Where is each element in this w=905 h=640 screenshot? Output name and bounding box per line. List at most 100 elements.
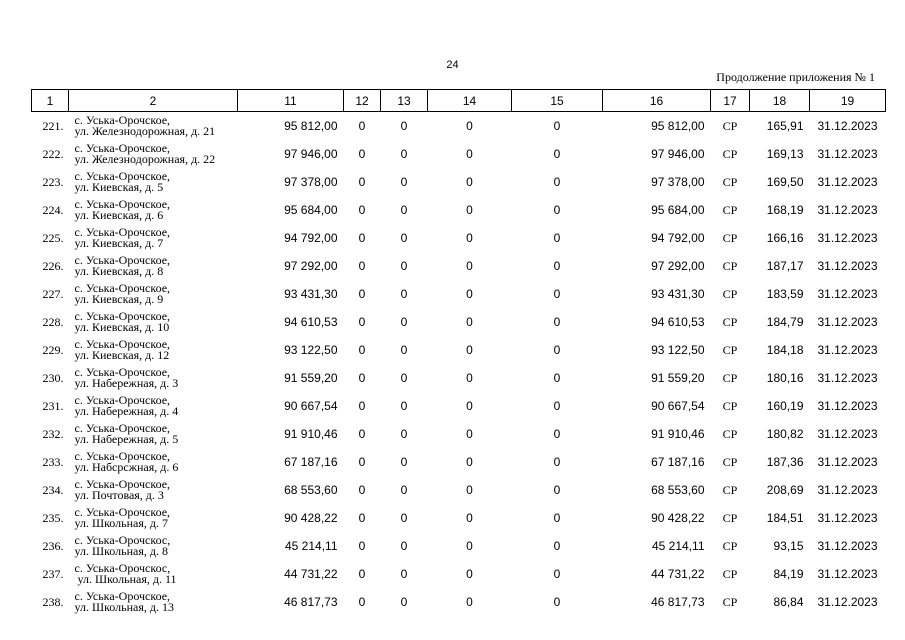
value-cell-c18: 93,15 bbox=[773, 539, 804, 553]
value-cell-c13: 0 bbox=[400, 595, 408, 609]
value-cell-c14: 0 bbox=[466, 539, 473, 553]
value-cell-c19: 31.12.2023 bbox=[817, 231, 878, 245]
address-line-1: с. Уська-Орочское, bbox=[74, 449, 171, 463]
value-cell-c13: 0 bbox=[400, 231, 408, 245]
value-cell-c16: 95 812,00 bbox=[651, 119, 705, 133]
value-cell-c16: 68 553,60 bbox=[651, 483, 705, 497]
value-cell-c15: 0 bbox=[553, 147, 561, 161]
address-cell: с. Уська-Орочское, ул. Киевская, д. 7 bbox=[69, 224, 238, 252]
value-cell-c15: 0 bbox=[553, 539, 561, 553]
value-cell-c17: СР bbox=[722, 146, 738, 161]
value-cell-c14: 0 bbox=[466, 119, 473, 133]
address-line-2: ул. Киевская, д. 7 bbox=[74, 236, 164, 250]
address-cell: с. Уська-Орочское, ул. Киевская, д. 12 bbox=[69, 336, 238, 364]
value-cell-c18: 187,17 bbox=[766, 259, 804, 273]
value-cell-c12: 0 bbox=[358, 427, 366, 441]
value-cell-c11: 91 559,20 bbox=[284, 371, 338, 385]
address-line-1: с. Уська-Орочскос, bbox=[74, 561, 171, 575]
address-line-1: с. Уська-Орочское, bbox=[74, 141, 171, 155]
value-cell-c13: 0 bbox=[400, 343, 408, 357]
value-cell-c18: 184,51 bbox=[766, 511, 804, 525]
address-line-2: ул. Школьная, д. 8 bbox=[74, 544, 168, 558]
value-cell-c18: 166,16 bbox=[766, 231, 804, 245]
address-line-1: с. Уська-Орочскос, bbox=[74, 533, 171, 547]
value-cell-c12: 0 bbox=[358, 483, 366, 497]
value-cell-c12: 0 bbox=[358, 259, 366, 273]
table-row: 233. с. Уська-Орочское, ул. Набсрсжная, д.… bbox=[32, 448, 886, 476]
value-cell-c19: 31.12.2023 bbox=[817, 483, 878, 497]
value-cell-c13: 0 bbox=[400, 371, 408, 385]
value-cell-c11: 93 431,30 bbox=[284, 287, 338, 301]
value-cell-c15: 0 bbox=[553, 343, 561, 357]
value-cell-c14: 0 bbox=[466, 399, 473, 413]
value-cell-c19: 31.12.2023 bbox=[817, 175, 878, 189]
value-cell-c18: 184,79 bbox=[766, 315, 804, 329]
table-row: 230. с. Уська-Орочское, ул. Набережная, д.… bbox=[32, 364, 886, 392]
value-cell-c15: 0 bbox=[553, 567, 561, 581]
table-row: 232. с. Уська-Орочское, ул. Набережная, д.… bbox=[32, 420, 886, 448]
value-cell-c17: СР bbox=[722, 342, 738, 357]
value-cell-c12: 0 bbox=[358, 539, 366, 553]
value-cell-c18: 168,19 bbox=[766, 203, 804, 217]
value-cell-c17: СР bbox=[722, 174, 738, 189]
value-cell-c11: 68 553,60 bbox=[284, 483, 338, 497]
value-cell-c17: СР bbox=[722, 286, 738, 301]
value-cell-c16: 97 292,00 bbox=[651, 259, 705, 273]
address-cell: с. Уська-Орочское, ул. Набережная, д. 4 bbox=[69, 392, 238, 420]
address-line-1: с. Уська-Орочское, bbox=[74, 477, 171, 491]
value-cell-c18: 160,19 bbox=[766, 399, 804, 413]
value-cell-c12: 0 bbox=[358, 287, 366, 301]
value-cell-c12: 0 bbox=[358, 203, 366, 217]
value-cell-c14: 0 bbox=[466, 287, 473, 301]
value-cell-c14: 0 bbox=[466, 427, 473, 441]
col-header: 18 bbox=[749, 89, 810, 112]
address-line-2: ул. Почтовая, д. 3 bbox=[74, 488, 164, 502]
value-cell-c13: 0 bbox=[400, 259, 408, 273]
value-cell-c17: СР bbox=[722, 510, 738, 525]
value-cell-c13: 0 bbox=[400, 455, 408, 469]
value-cell-c16: 44 731,22 bbox=[651, 567, 705, 581]
value-cell-c19: 31.12.2023 bbox=[817, 203, 878, 217]
value-cell-c16: 93 431,30 bbox=[651, 287, 705, 301]
col-header: 2 bbox=[68, 89, 238, 112]
table-row: 226. с. Уська-Орочское, ул. Киевская, д. 8… bbox=[32, 252, 886, 280]
value-cell-c11: 46 817,73 bbox=[284, 595, 338, 609]
value-cell-c15: 0 bbox=[553, 315, 561, 329]
row-number-cell: 229. bbox=[42, 342, 64, 357]
value-cell-c14: 0 bbox=[466, 203, 473, 217]
address-cell: с. Уська-Орочское, ул. Школьная, д. 13 bbox=[69, 588, 238, 616]
value-cell-c12: 0 bbox=[358, 455, 366, 469]
value-cell-c12: 0 bbox=[358, 147, 366, 161]
value-cell-c18: 84,19 bbox=[773, 567, 804, 581]
value-cell-c19: 31.12.2023 bbox=[817, 259, 878, 273]
value-cell-c19: 31.12.2023 bbox=[817, 371, 878, 385]
value-cell-c16: 97 378,00 bbox=[651, 175, 705, 189]
value-cell-c14: 0 bbox=[466, 483, 473, 497]
value-cell-c14: 0 bbox=[466, 147, 473, 161]
value-cell-c13: 0 bbox=[400, 119, 408, 133]
address-line-1: с. Уська-Орочское, bbox=[74, 421, 171, 435]
value-cell-c14: 0 bbox=[466, 511, 473, 525]
value-cell-c14: 0 bbox=[466, 567, 473, 581]
address-line-2: ул. Киевская, д. 8 bbox=[74, 264, 164, 278]
table-row: 228. с. Уська-Орочское, ул. Киевская, д. 1… bbox=[32, 308, 886, 336]
col-header: 19 bbox=[809, 89, 886, 112]
address-line-1: с. Уська-Орочское, bbox=[74, 365, 171, 379]
value-cell-c18: 169,50 bbox=[766, 175, 804, 189]
address-line-1: с. Уська-Орочское, bbox=[74, 505, 171, 519]
address-line-1: с. Уська-Орочское, bbox=[74, 281, 171, 295]
value-cell-c16: 95 684,00 bbox=[651, 203, 705, 217]
address-line-2: ул. Железнодорожная, д. 21 bbox=[74, 124, 216, 138]
address-cell: с. Уська-Орочское, ул. Киевская, д. 9 bbox=[69, 280, 238, 308]
value-cell-c18: 165,91 bbox=[766, 119, 804, 133]
page-number: 24 bbox=[446, 59, 459, 71]
value-cell-c13: 0 bbox=[400, 483, 408, 497]
value-cell-c16: 93 122,50 bbox=[651, 343, 705, 357]
table-row: 235. с. Уська-Орочское, ул. Школьная, д. 7… bbox=[32, 504, 886, 532]
value-cell-c11: 90 667,54 bbox=[284, 399, 338, 413]
value-cell-c19: 31.12.2023 bbox=[817, 287, 878, 301]
value-cell-c14: 0 bbox=[466, 231, 473, 245]
row-number-cell: 228. bbox=[42, 314, 64, 329]
value-cell-c14: 0 bbox=[466, 455, 473, 469]
value-cell-c11: 95 684,00 bbox=[284, 203, 338, 217]
